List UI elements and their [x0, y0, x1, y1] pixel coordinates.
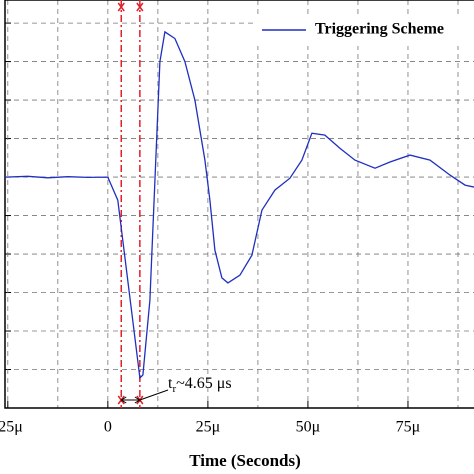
- x-tick-label: 50μ: [296, 419, 321, 436]
- annotation-arrow: [120, 396, 141, 404]
- x-axis-label: Time (Seconds): [189, 451, 301, 470]
- annotation-text: ~4.65 μs: [176, 375, 231, 392]
- x-tick-label: 25μ: [196, 419, 221, 436]
- x-tick-label: -25μ: [0, 419, 23, 436]
- annotation: tr~4.65 μs: [168, 375, 232, 395]
- marker-x: [136, 2, 144, 12]
- annotation-leader: [139, 389, 169, 401]
- data-line: [4, 30, 474, 380]
- legend-label: Triggering Scheme: [315, 21, 444, 38]
- annotation-text: t: [168, 375, 173, 392]
- marker-x: [117, 2, 125, 12]
- x-tick-label: 75μ: [396, 419, 421, 436]
- annotation-sub: r: [172, 383, 176, 395]
- x-tick-label: 0: [104, 419, 112, 436]
- plot-frame: [4, 0, 474, 409]
